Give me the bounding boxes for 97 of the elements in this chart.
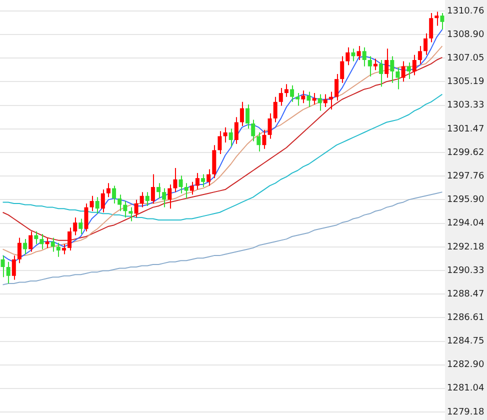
candlestick (28, 230, 33, 252)
candlestick (201, 174, 206, 188)
candlestick (396, 67, 400, 90)
candlestick (318, 94, 322, 112)
y-tick-label: 1282.90 (447, 360, 484, 370)
y-tick-label: 1308.90 (447, 30, 484, 40)
y-tick-label: 1299.62 (447, 148, 484, 158)
y-tick-label: 1292.18 (447, 242, 484, 252)
candlestick (301, 90, 306, 104)
candlestick (118, 194, 122, 212)
candlestick (68, 227, 72, 251)
candlestick (240, 101, 244, 127)
candlestick (434, 11, 439, 26)
candlestick (412, 54, 416, 76)
y-tick-label: 1279.18 (447, 407, 484, 418)
candlestick (424, 32, 428, 56)
candlestick (440, 12, 444, 30)
candlestick (328, 91, 333, 110)
candlestick (100, 189, 105, 213)
candlestick (362, 46, 366, 67)
candlestick (228, 128, 233, 147)
candlestick (195, 172, 200, 190)
candlestick (262, 129, 266, 150)
candlestick (190, 181, 194, 196)
candlestick (246, 104, 250, 130)
candlestick (340, 56, 344, 84)
y-tick-label: 1297.76 (447, 171, 484, 182)
y-tick-label: 1288.47 (447, 289, 484, 300)
candlestick (156, 182, 161, 199)
candlestick (34, 230, 38, 245)
candlestick (17, 237, 22, 264)
candlestick (45, 237, 50, 248)
y-tick-label: 1295.90 (447, 195, 484, 206)
candlestick (95, 196, 100, 214)
candlestick (278, 87, 283, 106)
candlestick (218, 130, 222, 154)
candlestick (123, 200, 128, 218)
candlestick (50, 237, 55, 252)
candlestick (418, 46, 422, 64)
candlestick (273, 96, 278, 123)
candlestick (429, 12, 434, 43)
y-tick-label: 1307.05 (447, 53, 484, 64)
candlestick (62, 244, 66, 255)
candlestick (112, 185, 116, 204)
candlestick (368, 56, 372, 78)
candlestick (306, 91, 311, 108)
candlestick (0, 255, 5, 278)
candlestick (323, 94, 328, 108)
candlestick (312, 92, 316, 105)
candlestick (401, 60, 406, 82)
candlestick (173, 167, 178, 193)
candlestick (290, 84, 294, 102)
candlestick (106, 182, 110, 198)
candlestick (334, 73, 339, 102)
candlestick (145, 192, 150, 207)
candlestick (406, 62, 411, 80)
candlestick (73, 216, 78, 236)
candlestick (284, 84, 288, 98)
candlestick (140, 192, 144, 208)
y-tick-label: 1286.61 (447, 313, 484, 323)
candlestick (78, 218, 83, 234)
candlestick (346, 46, 350, 66)
candlestick (184, 182, 188, 199)
candlestick (23, 238, 28, 255)
y-tick-label: 1290.33 (447, 266, 484, 276)
candlestick (356, 46, 361, 61)
candlestick (379, 60, 384, 88)
y-tick-label: 1301.47 (447, 124, 484, 134)
y-tick-label: 1305.19 (447, 77, 484, 88)
candlestick (40, 233, 44, 250)
y-tick-label: 1310.76 (447, 6, 484, 16)
candlestick (251, 119, 256, 142)
candlestick (178, 175, 183, 194)
candlestick (206, 168, 211, 186)
candlestick (223, 126, 228, 144)
candlestick (351, 48, 356, 62)
candlestick (168, 184, 172, 210)
candlestick (296, 92, 300, 106)
candlestick (128, 206, 133, 222)
candlestick (90, 195, 94, 212)
y-tick-label: 1284.75 (447, 336, 484, 347)
candlestick (150, 174, 155, 204)
candlestick (84, 203, 88, 232)
candlestick (12, 255, 16, 280)
candlestick (56, 242, 60, 258)
candlestick (268, 112, 272, 140)
candlestick (384, 48, 389, 78)
candlestick (134, 199, 138, 218)
candlestick (234, 116, 238, 144)
y-tick-label: 1281.04 (447, 384, 484, 394)
candlestick (6, 261, 10, 284)
candlestick (390, 56, 394, 84)
y-tick-label: 1303.33 (447, 100, 484, 111)
candlestick (373, 58, 378, 71)
candlestick (162, 188, 166, 208)
y-tick-label: 1294.04 (447, 218, 484, 229)
candlestick (256, 132, 261, 152)
